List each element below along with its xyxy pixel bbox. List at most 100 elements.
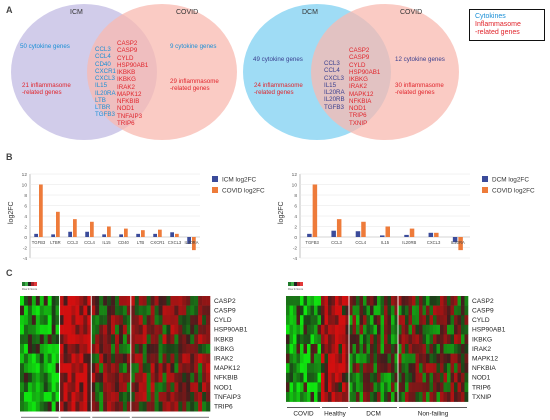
- heatmap-cell: [426, 392, 430, 402]
- heatmap-cell: [324, 363, 329, 374]
- venn-right-title-covid: COVID: [400, 9, 423, 16]
- heatmap-cell: [300, 296, 304, 306]
- heatmap-cell: [349, 344, 353, 354]
- heatmap-cell: [142, 372, 147, 383]
- heatmap-cell: [87, 363, 92, 374]
- heatmap-cell: [352, 315, 357, 326]
- heatmap-cell: [118, 353, 124, 364]
- heatmap-cell: [87, 315, 92, 326]
- heatmap-cell: [461, 353, 465, 364]
- heatmap-cell: [401, 305, 406, 316]
- bar-orange: [107, 226, 111, 237]
- heatmap-cell: [324, 305, 329, 316]
- heatmap-cell: [342, 324, 346, 335]
- heatmap-cell: [289, 305, 294, 316]
- heatmap-cell: [47, 372, 52, 383]
- heatmap-cell: [405, 315, 409, 326]
- gene-label: CASP2: [472, 298, 494, 305]
- heatmap-cell: [415, 296, 420, 306]
- heatmap-cell: [317, 296, 322, 306]
- heatmap-cell: [55, 392, 60, 402]
- heatmap-cell: [20, 372, 25, 383]
- heatmap-cell: [314, 382, 318, 393]
- heatmap-cell: [138, 382, 144, 393]
- heatmap-cell: [335, 353, 339, 364]
- heatmap-cell: [303, 344, 308, 354]
- heatmap-cell: [63, 296, 68, 306]
- heatmap-cell: [321, 382, 325, 393]
- heatmap-cell: [457, 344, 462, 354]
- heatmap-cell: [384, 305, 388, 316]
- heatmap-cell: [122, 334, 128, 345]
- heatmap-cell: [111, 305, 116, 316]
- heatmap-cell: [328, 382, 332, 393]
- heatmap-cell: [422, 315, 427, 326]
- heatmap-cell: [415, 315, 420, 326]
- heatmap-cell: [331, 372, 336, 383]
- heatmap-cell: [146, 372, 151, 383]
- heatmap-cell: [321, 353, 325, 364]
- legend-swatch: [212, 187, 218, 193]
- heatmap-cell: [457, 305, 462, 316]
- gene-label: IKBKG: [214, 346, 234, 353]
- heatmap-cell: [359, 392, 364, 402]
- color-key-cell: [300, 282, 303, 286]
- y-tick-label: 2: [294, 224, 297, 230]
- heatmap-cell: [103, 392, 108, 402]
- heatmap-cell: [43, 401, 49, 412]
- heatmap-cell: [450, 296, 455, 306]
- heatmap-cell: [190, 344, 195, 354]
- heatmap-cell: [118, 372, 124, 383]
- heatmap-cell: [398, 315, 402, 326]
- heatmap-cell: [142, 296, 147, 306]
- heatmap-cell: [296, 324, 301, 335]
- heatmap-cell: [440, 324, 444, 335]
- heatmap-cell: [447, 315, 451, 326]
- heatmap-cell: [202, 382, 207, 393]
- heatmap-cell: [307, 372, 311, 383]
- bar-orange: [175, 233, 179, 237]
- heatmap-cell: [384, 296, 388, 306]
- heatmap-cell: [296, 334, 301, 345]
- heatmap-cell: [443, 382, 448, 393]
- heatmap-cell: [412, 353, 416, 364]
- gene-label: NOD1: [472, 375, 491, 382]
- heatmap-cell: [103, 334, 108, 345]
- heatmap-cell: [75, 344, 80, 354]
- heatmap-cell: [314, 344, 318, 354]
- heatmap-cell: [286, 372, 290, 383]
- heatmap-cell: [91, 382, 96, 393]
- heatmap-cell: [415, 353, 420, 364]
- heatmap-cell: [310, 334, 315, 345]
- heatmap-cell: [317, 305, 322, 316]
- x-tick-label: LTB: [137, 240, 145, 245]
- y-tick-label: 0: [24, 235, 27, 241]
- heatmap-cell: [158, 315, 163, 326]
- heatmap-cell: [422, 392, 427, 402]
- heatmap-cell: [83, 401, 88, 412]
- heatmap-cell: [426, 296, 430, 306]
- heatmap-cell: [202, 353, 207, 364]
- heatmap-cell: [352, 344, 357, 354]
- heatmap-cell: [170, 334, 175, 345]
- heatmap-cell: [87, 353, 92, 364]
- bar-blue: [428, 232, 434, 237]
- heatmap-cell: [194, 401, 199, 412]
- group-label: DCM: [366, 411, 381, 418]
- heatmap-cell: [436, 372, 441, 383]
- heatmap-cell: [300, 392, 304, 402]
- heatmap-cell: [122, 296, 128, 306]
- heatmap-cell: [138, 315, 144, 326]
- heatmap-cell: [464, 344, 469, 354]
- heatmap-cell: [366, 392, 371, 402]
- heatmap-cell: [99, 324, 104, 335]
- heatmap-cell: [198, 401, 203, 412]
- heatmap-cell: [338, 392, 343, 402]
- heatmap-cell: [186, 324, 191, 335]
- heatmap-cell: [146, 363, 151, 374]
- heatmap-cell: [23, 324, 29, 335]
- heatmap-cell: [405, 353, 409, 364]
- x-tick-label: CD40: [118, 240, 129, 245]
- heatmap-cell: [115, 296, 120, 306]
- venn-right-shared-inflammasome: CASP2 CASP9 CYLD HSP90AB1 IKBKG IRAK2 MA…: [349, 47, 381, 127]
